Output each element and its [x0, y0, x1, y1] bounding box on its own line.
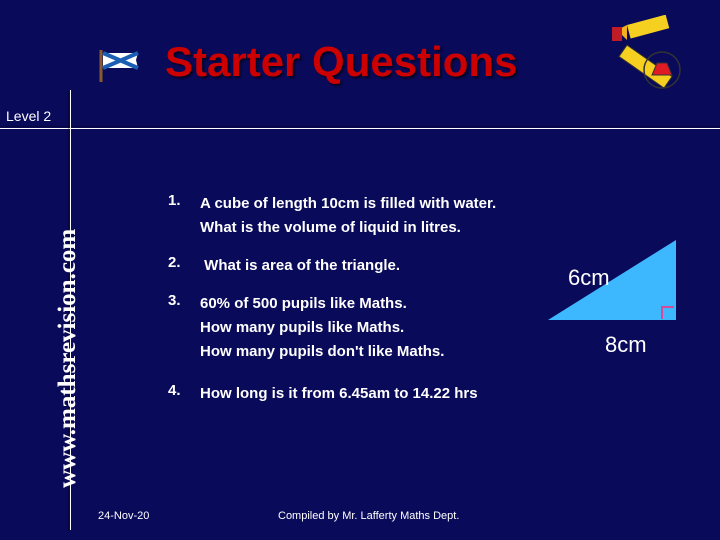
- question-text: What is area of the triangle.: [200, 254, 400, 278]
- footer-date: 24-Nov-20: [98, 510, 149, 522]
- question-row: 4. How long is it from 6.45am to 14.22 h…: [168, 382, 688, 406]
- divider-horizontal: [0, 128, 720, 129]
- page-title: Starter Questions: [165, 38, 517, 86]
- sidebar-url: www.mathsrevision.com: [54, 229, 82, 488]
- question-text: 60% of 500 pupils like Maths.How many pu…: [200, 292, 444, 364]
- question-number: 4.: [168, 382, 200, 406]
- level-label: Level 2: [6, 108, 51, 124]
- question-row: 1. A cube of length 10cm is filled with …: [168, 192, 688, 240]
- question-number: 3.: [168, 292, 200, 364]
- footer-credit: Compiled by Mr. Lafferty Maths Dept.: [278, 510, 459, 522]
- right-angle-marker: [661, 306, 674, 319]
- triangle-base-label: 8cm: [605, 332, 647, 358]
- stationery-icon: [597, 15, 692, 110]
- question-text: A cube of length 10cm is filled with wat…: [200, 192, 496, 240]
- flag-icon: [98, 50, 146, 82]
- question-number: 1.: [168, 192, 200, 240]
- slide: Starter Questions Level 2 www.mathsrevis…: [0, 0, 720, 540]
- triangle-height-label: 6cm: [568, 265, 610, 291]
- question-text: How long is it from 6.45am to 14.22 hrs: [200, 382, 478, 406]
- question-number: 2.: [168, 254, 200, 278]
